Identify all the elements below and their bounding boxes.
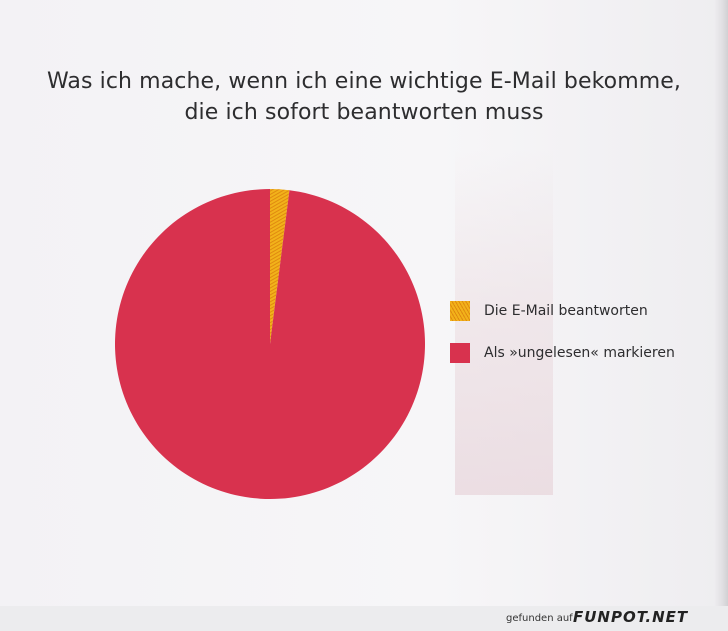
- watermark-logo: FUNPOT.NET: [573, 608, 689, 626]
- legend-label-ungelesen: Als »ungelesen« markieren: [484, 345, 675, 361]
- legend-item-beantworten: Die E-Mail beantworten: [450, 300, 675, 322]
- pie-slice-beantworten: [270, 189, 290, 344]
- page-show-through: [455, 150, 553, 495]
- chart-title-line-1: Was ich mache, wenn ich eine wichtige E-…: [46, 69, 682, 94]
- legend-item-ungelesen: Als »ungelesen« markieren: [450, 342, 675, 364]
- chart-title-line-2: die ich sofort beantworten muss: [184, 100, 544, 125]
- watermark-prefix: gefunden auf: [506, 613, 573, 624]
- chart-legend: Die E-Mail beantworten Als »ungelesen« m…: [450, 300, 675, 384]
- page-binding-shadow: [714, 0, 728, 631]
- legend-swatch-red: [450, 343, 470, 363]
- legend-label-beantworten: Die E-Mail beantworten: [484, 303, 648, 319]
- watermark-bar: [0, 606, 728, 631]
- legend-swatch-yellow: [450, 301, 470, 321]
- pie-slice-ungelesen: [115, 189, 426, 499]
- chart-title: Was ich mache, wenn ich eine wichtige E-…: [0, 66, 728, 128]
